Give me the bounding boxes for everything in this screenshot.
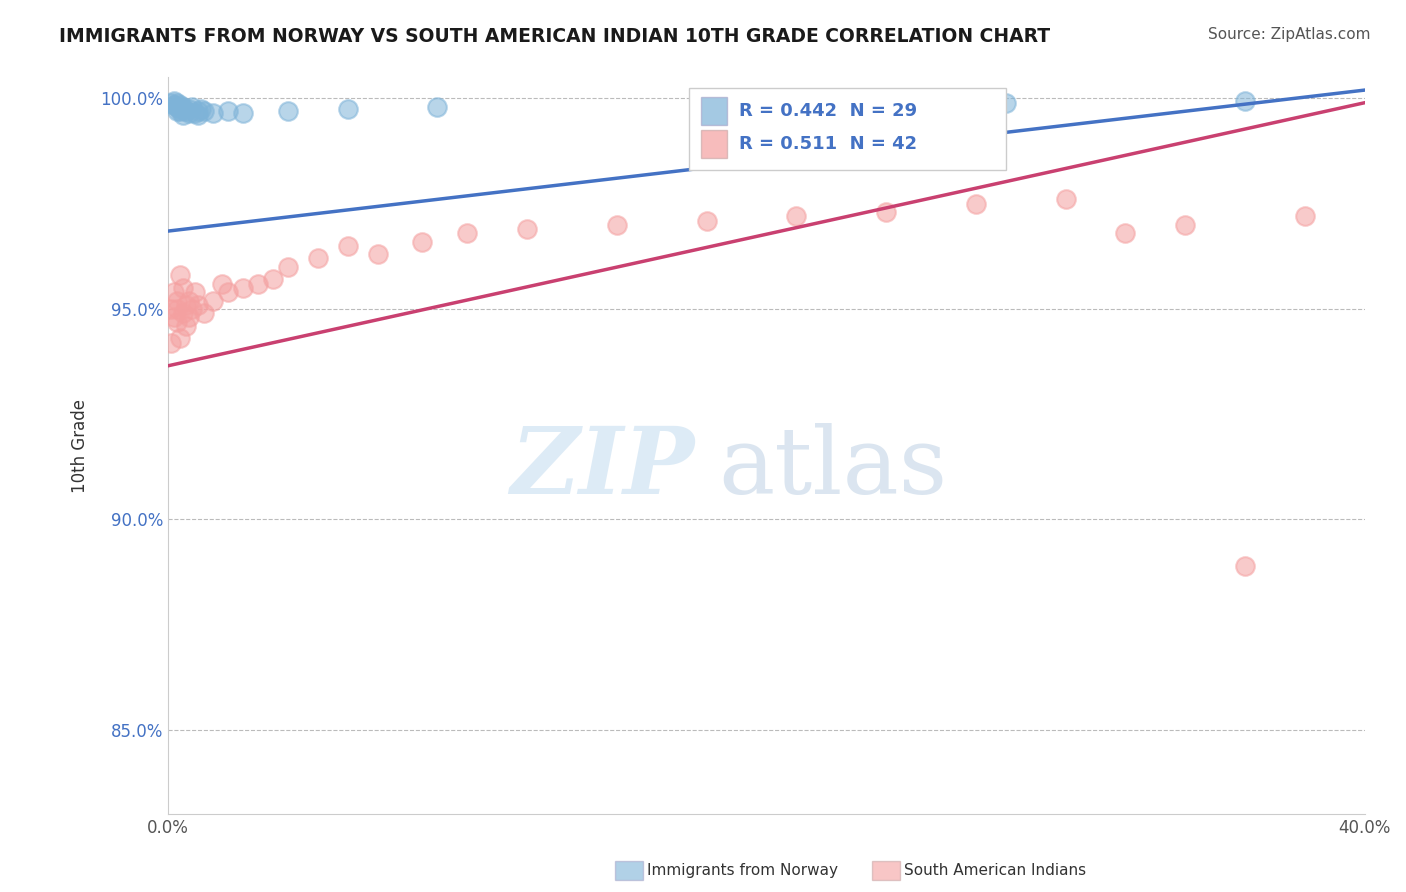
Text: R = 0.511  N = 42: R = 0.511 N = 42 — [740, 135, 917, 153]
Point — [163, 285, 186, 299]
Point — [217, 285, 239, 299]
Text: ZIP: ZIP — [510, 423, 695, 513]
Point — [307, 252, 329, 266]
Point — [163, 97, 186, 112]
Point — [217, 104, 239, 119]
Point — [277, 104, 299, 119]
Point — [246, 277, 269, 291]
Text: IMMIGRANTS FROM NORWAY VS SOUTH AMERICAN INDIAN 10TH GRADE CORRELATION CHART: IMMIGRANTS FROM NORWAY VS SOUTH AMERICAN… — [59, 27, 1050, 45]
Point — [277, 260, 299, 274]
Point — [172, 281, 194, 295]
Point — [166, 301, 188, 316]
Point — [232, 281, 254, 295]
Point — [172, 108, 194, 122]
Point — [193, 306, 215, 320]
Point — [232, 106, 254, 120]
Point — [336, 102, 359, 116]
Point — [785, 210, 807, 224]
Text: atlas: atlas — [718, 423, 948, 513]
Point — [696, 213, 718, 227]
Point — [516, 222, 538, 236]
Point — [172, 100, 194, 114]
Point — [193, 104, 215, 119]
Point — [179, 293, 201, 308]
Point — [875, 205, 897, 219]
Point — [190, 102, 212, 116]
Point — [202, 106, 225, 120]
Point — [160, 335, 183, 350]
Point — [179, 310, 201, 325]
Point — [166, 314, 188, 328]
Point — [179, 106, 201, 120]
Point — [456, 226, 478, 240]
Point — [187, 108, 209, 122]
Point — [160, 301, 183, 316]
Point — [1174, 218, 1197, 232]
Point — [184, 285, 207, 299]
Point — [166, 104, 188, 119]
Point — [1234, 558, 1257, 573]
Point — [174, 104, 197, 119]
Point — [181, 100, 204, 114]
Point — [994, 95, 1017, 110]
Point — [169, 268, 191, 283]
Point — [166, 293, 188, 308]
Point — [336, 239, 359, 253]
Point — [169, 102, 191, 116]
Bar — [689, 88, 1005, 169]
Text: R = 0.442  N = 29: R = 0.442 N = 29 — [740, 102, 917, 120]
Point — [181, 301, 204, 316]
Point — [179, 102, 201, 116]
Point — [411, 235, 433, 249]
Point — [163, 94, 186, 108]
Point — [169, 331, 191, 345]
Point — [187, 298, 209, 312]
Point — [169, 104, 191, 119]
Point — [262, 272, 284, 286]
Bar — [700, 96, 727, 125]
Point — [172, 102, 194, 116]
Point — [166, 95, 188, 110]
Text: South American Indians: South American Indians — [904, 863, 1087, 878]
Point — [211, 277, 233, 291]
Text: Immigrants from Norway: Immigrants from Norway — [647, 863, 838, 878]
Point — [174, 318, 197, 333]
Point — [1114, 226, 1136, 240]
Point — [160, 95, 183, 110]
Point — [1294, 210, 1316, 224]
Point — [1054, 193, 1077, 207]
Point — [172, 306, 194, 320]
Point — [169, 97, 191, 112]
Point — [184, 106, 207, 120]
Point — [367, 247, 389, 261]
Point — [426, 100, 449, 114]
Point — [606, 218, 628, 232]
Text: Source: ZipAtlas.com: Source: ZipAtlas.com — [1208, 27, 1371, 42]
Point — [166, 100, 188, 114]
Point — [187, 104, 209, 119]
Bar — [700, 129, 727, 158]
Point — [965, 196, 987, 211]
Point — [174, 298, 197, 312]
Y-axis label: 10th Grade: 10th Grade — [72, 399, 89, 492]
Point — [163, 310, 186, 325]
Point — [202, 293, 225, 308]
Point — [1234, 94, 1257, 108]
